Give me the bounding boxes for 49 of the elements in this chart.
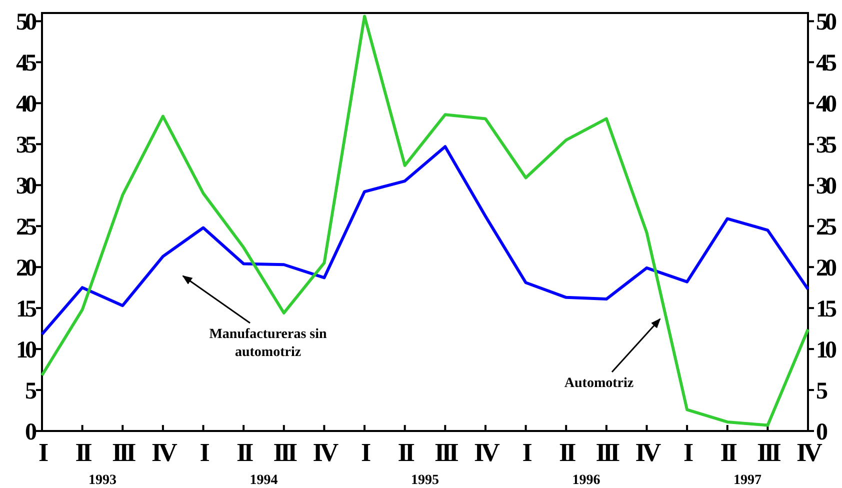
text: 1997 <box>734 473 762 488</box>
x-tick-label: III <box>596 438 620 467</box>
x-tick-label: II <box>720 438 738 467</box>
x-tick-label: IV <box>312 438 339 467</box>
x-tick-label: I <box>360 438 371 467</box>
y2-tick-label: 20 <box>816 255 837 282</box>
x-tick-label: I <box>38 438 48 467</box>
y-tick-label: 15 <box>16 296 37 322</box>
x-tick-label: IV <box>151 438 178 467</box>
y2-tick-label: 50 <box>816 10 837 36</box>
x-tick-label: IV <box>635 438 662 467</box>
y-tick-label: 25 <box>16 214 37 240</box>
annotation: Manufactureras sin automotriz <box>209 327 327 360</box>
y2-tick-label: 5 <box>816 378 828 404</box>
x-tick-label: IV <box>474 438 500 467</box>
x-tick-label: II <box>236 438 254 467</box>
y2-tick-label: 30 <box>816 174 837 200</box>
y2-tick-label: 40 <box>816 92 837 118</box>
y-tick-label: 0 <box>25 419 37 446</box>
text: 1993 <box>88 473 116 488</box>
x-tick-label: I <box>683 438 694 467</box>
x-tick-label: III <box>273 438 298 467</box>
y-tick-label: 45 <box>16 50 37 77</box>
y-tick-label: 40 <box>16 92 37 118</box>
annotation: Automotriz <box>564 376 634 391</box>
y2-tick-label: 0 <box>816 419 828 446</box>
y2-tick-label: 25 <box>816 214 837 240</box>
x-tick-label: I <box>200 438 210 467</box>
x-tick-label: II <box>398 438 415 467</box>
x-tick-label: II <box>75 438 92 467</box>
y-tick-label: 50 <box>16 10 37 36</box>
x-tick-label: I <box>522 438 532 467</box>
y2-tick-label: 10 <box>816 337 837 364</box>
y-tick-label: 5 <box>25 378 37 404</box>
text: 1996 <box>572 473 600 488</box>
line-series <box>40 14 810 427</box>
y-tick-label: 20 <box>16 255 37 282</box>
x-tick-label: III <box>112 438 136 467</box>
y2-tick-label: 45 <box>816 50 837 77</box>
y-tick-label: 10 <box>16 337 37 364</box>
text: 1994 <box>250 473 278 488</box>
y-tick-label: 30 <box>16 174 37 200</box>
x-tick-label: III <box>757 438 782 467</box>
y2-tick-label: 15 <box>816 296 837 322</box>
y-tick-label: 35 <box>16 132 37 159</box>
text: 1995 <box>411 473 439 488</box>
y2-tick-label: 35 <box>816 132 837 159</box>
x-tick-label: II <box>558 438 576 467</box>
x-tick-label: III <box>434 438 459 467</box>
